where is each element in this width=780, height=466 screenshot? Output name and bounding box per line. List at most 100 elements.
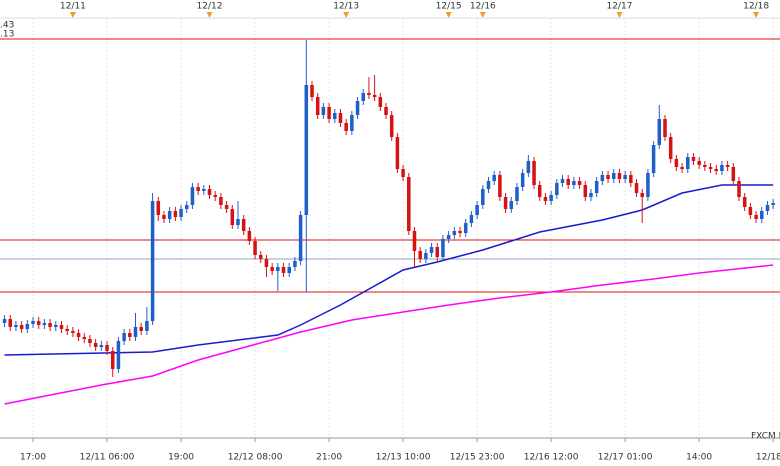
candle-body — [725, 165, 730, 167]
date-label: 12/15 — [436, 2, 462, 12]
candle-body — [412, 231, 417, 251]
date-marker — [69, 12, 76, 18]
candle-body — [429, 247, 434, 253]
x-tick-label: 12/15 23:00 — [450, 453, 505, 463]
candle-body — [310, 85, 314, 97]
candle-body — [646, 173, 650, 197]
candle-body — [14, 325, 18, 327]
candle-body — [418, 251, 422, 259]
candle-body — [338, 113, 343, 123]
candle-body — [270, 267, 274, 271]
x-tick-label: 14:00 — [686, 453, 712, 463]
candle-body — [196, 187, 200, 191]
date-label: 12/17 — [606, 2, 632, 12]
candle-body — [350, 115, 354, 131]
candle-body — [742, 197, 747, 207]
candle-body — [395, 137, 400, 169]
candle-body — [293, 261, 297, 267]
candle-body — [202, 189, 206, 191]
candle-body — [156, 201, 161, 215]
candle-body — [560, 179, 565, 183]
candle-body — [486, 181, 491, 189]
candle-body — [128, 333, 132, 337]
line-value-label: .13 — [0, 30, 14, 40]
candle-body — [173, 211, 178, 217]
line-value-label: .43 — [0, 21, 14, 31]
candle-body — [116, 341, 121, 369]
x-tick-label: 12/12 08:00 — [228, 453, 283, 463]
candle-body — [549, 195, 553, 201]
candle-body — [31, 321, 35, 324]
candle-body — [657, 119, 662, 145]
date-label: 12/12 — [197, 2, 223, 12]
candle-body — [503, 197, 508, 209]
candle-body — [99, 345, 104, 347]
candle-body — [122, 333, 126, 341]
candle-body — [150, 201, 155, 321]
candle-body — [498, 175, 502, 197]
date-marker — [479, 12, 486, 18]
candle-body — [236, 219, 240, 225]
candle-body — [258, 255, 263, 259]
date-marker — [206, 12, 213, 18]
candle-body — [532, 161, 536, 185]
candle-body — [714, 169, 718, 171]
ma-line — [4, 264, 774, 405]
candle-body — [577, 181, 582, 185]
candle-body — [42, 323, 47, 325]
candle-body — [543, 197, 548, 201]
candle-body — [145, 321, 149, 331]
candle-body — [623, 175, 627, 179]
date-label: 12/13 — [333, 2, 359, 12]
candle-body — [458, 231, 462, 233]
candle-body — [703, 165, 707, 167]
candle-body — [640, 193, 644, 197]
candle-body — [515, 187, 519, 201]
date-marker — [616, 12, 623, 18]
candle-body — [355, 101, 360, 115]
candle-body — [321, 107, 326, 115]
candle-body — [184, 205, 189, 209]
date-marker — [445, 12, 452, 18]
candle-body — [407, 177, 411, 231]
x-tick-label: 17:00 — [20, 453, 46, 463]
x-tick-label: 12/17 01:00 — [598, 453, 653, 463]
candle-body — [48, 323, 52, 327]
x-tick-label: 21:00 — [316, 453, 342, 463]
candle-body — [219, 197, 223, 205]
candle-body — [765, 205, 770, 211]
candle-body — [230, 209, 235, 225]
candle-body — [520, 173, 525, 187]
date-label: 12/11 — [60, 2, 86, 12]
candle-body — [287, 267, 291, 273]
candle-body — [634, 183, 639, 193]
candle-body — [708, 167, 713, 169]
candle-body — [748, 207, 753, 215]
candle-body — [629, 175, 633, 183]
candle-body — [651, 145, 656, 173]
candle-body — [76, 333, 81, 337]
candle-body — [59, 325, 64, 329]
candle-body — [213, 195, 217, 197]
candle-body — [452, 231, 457, 235]
candle-body — [333, 113, 337, 119]
candle-body — [469, 215, 474, 223]
candle-body — [760, 211, 764, 219]
candle-body — [264, 259, 269, 267]
candle-body — [179, 209, 183, 217]
candle-body — [617, 173, 622, 179]
candle-body — [537, 185, 542, 197]
candle-body — [555, 183, 559, 195]
candle-body — [771, 203, 775, 205]
candle-body — [372, 95, 377, 97]
x-tick-label: 12/16 12:00 — [524, 453, 579, 463]
candle-body — [54, 325, 58, 327]
candle-body — [298, 215, 303, 261]
date-marker — [753, 12, 760, 18]
candle-body — [435, 247, 440, 257]
candle-body — [110, 351, 115, 369]
candle-body — [71, 331, 75, 333]
candle-body — [276, 267, 280, 271]
candle-body — [19, 325, 24, 329]
candle-body — [8, 319, 13, 327]
